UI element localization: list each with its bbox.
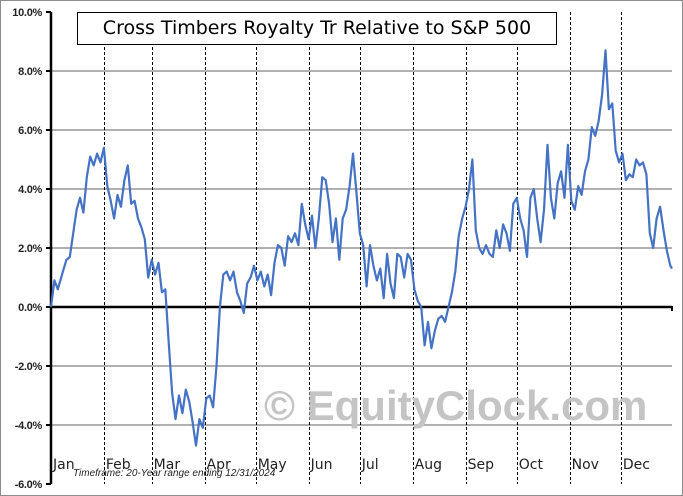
y-tick-label: -6.0%	[15, 479, 43, 491]
month-label-sep: Sep	[468, 457, 495, 473]
y-tick-label: 0.0%	[18, 302, 42, 314]
y-axis: 10.0% 8.0% 6.0% 4.0% 2.0% 0.0% -2.0% -4.0% -6.0%	[12, 7, 673, 491]
month-label-oct: Oct	[519, 457, 544, 473]
month-label-jan: Jan	[52, 457, 75, 473]
chart-title: Cross Timbers Royalty Tr Relative to S&P…	[77, 12, 557, 45]
horizontal-gridlines	[51, 70, 672, 426]
month-label-apr: Apr	[207, 457, 231, 473]
month-label-jul: Jul	[361, 457, 379, 473]
y-tick-label: -2.0%	[15, 361, 43, 373]
y-tick-label: 2.0%	[18, 243, 42, 255]
month-label-dec: Dec	[623, 457, 650, 473]
watermark-equityclock: © EquityClock.com	[264, 382, 648, 429]
x-axis-month-labels: Jan Feb Mar Apr May Jun Jul Aug Sep Oct Nov Dec	[52, 457, 650, 473]
y-tick-label: 10.0%	[12, 7, 42, 19]
month-label-mar: Mar	[154, 457, 181, 473]
month-label-aug: Aug	[415, 457, 442, 473]
y-tick-label: 6.0%	[18, 125, 42, 137]
month-label-nov: Nov	[572, 457, 599, 473]
y-tick-label: -4.0%	[15, 420, 43, 432]
month-label-may: May	[258, 457, 287, 473]
month-label-jun: Jun	[310, 457, 333, 473]
y-tick-label: 4.0%	[18, 184, 42, 196]
month-label-feb: Feb	[106, 457, 131, 473]
relative-performance-line	[49, 49, 673, 447]
month-divider-lines	[104, 12, 622, 484]
y-tick-label: 8.0%	[18, 66, 42, 78]
timeframe-footnote: Timeframe: 20-Year range ending 12/31/20…	[73, 468, 276, 479]
